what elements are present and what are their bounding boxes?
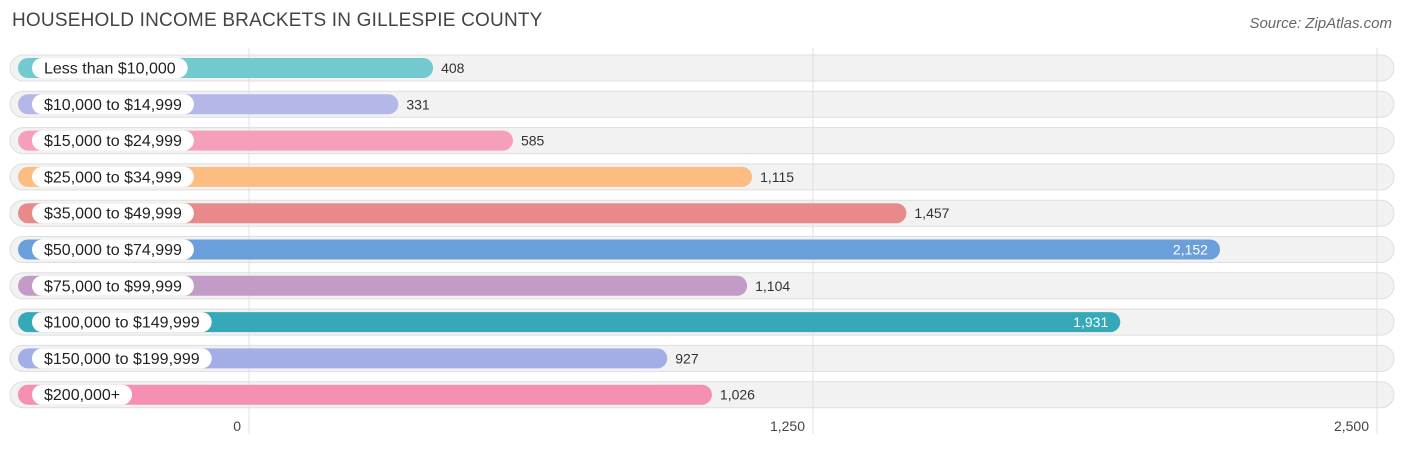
value-label: 2,152 xyxy=(1173,242,1208,258)
x-tick-label: 2,500 xyxy=(1334,418,1369,434)
bar xyxy=(18,239,1220,260)
category-label: $75,000 to $99,999 xyxy=(44,278,182,295)
category-pill xyxy=(32,203,194,224)
category-pill xyxy=(32,166,194,187)
category-label: $25,000 to $34,999 xyxy=(44,169,182,186)
value-label: 927 xyxy=(675,350,699,366)
category-label: $15,000 to $24,999 xyxy=(44,133,182,150)
category-pill xyxy=(32,239,194,260)
category-pill xyxy=(32,94,194,115)
bar xyxy=(18,166,753,187)
bar xyxy=(18,384,712,405)
category-label: Less than $10,000 xyxy=(44,61,176,78)
value-label: 408 xyxy=(441,60,465,76)
category-pill xyxy=(32,348,212,369)
value-label: 1,457 xyxy=(914,205,949,221)
value-label: 331 xyxy=(406,96,430,112)
value-label: 1,026 xyxy=(720,387,755,403)
category-pill xyxy=(32,58,188,78)
category-label: $200,000+ xyxy=(44,387,120,404)
bar xyxy=(18,203,907,224)
category-pill xyxy=(32,130,194,151)
value-label: 1,115 xyxy=(760,169,794,185)
bar xyxy=(18,312,1121,333)
category-pill xyxy=(32,384,133,405)
x-tick-label: 0 xyxy=(233,418,241,434)
category-label: $150,000 to $199,999 xyxy=(44,351,200,368)
source-label: Source: ZipAtlas.com xyxy=(1249,15,1392,32)
category-pill xyxy=(32,275,194,296)
category-label: $100,000 to $149,999 xyxy=(44,315,200,332)
chart-title: HOUSEHOLD INCOME BRACKETS IN GILLESPIE C… xyxy=(12,10,543,31)
category-pill xyxy=(32,312,212,333)
value-label: 585 xyxy=(521,133,545,149)
x-tick-label: 1,250 xyxy=(770,418,805,434)
value-label: 1,931 xyxy=(1073,314,1108,330)
category-label: $35,000 to $49,999 xyxy=(44,206,182,223)
category-label: $10,000 to $14,999 xyxy=(44,97,182,114)
value-label: 1,104 xyxy=(755,278,790,294)
category-label: $50,000 to $74,999 xyxy=(44,242,182,259)
bar xyxy=(18,275,748,296)
